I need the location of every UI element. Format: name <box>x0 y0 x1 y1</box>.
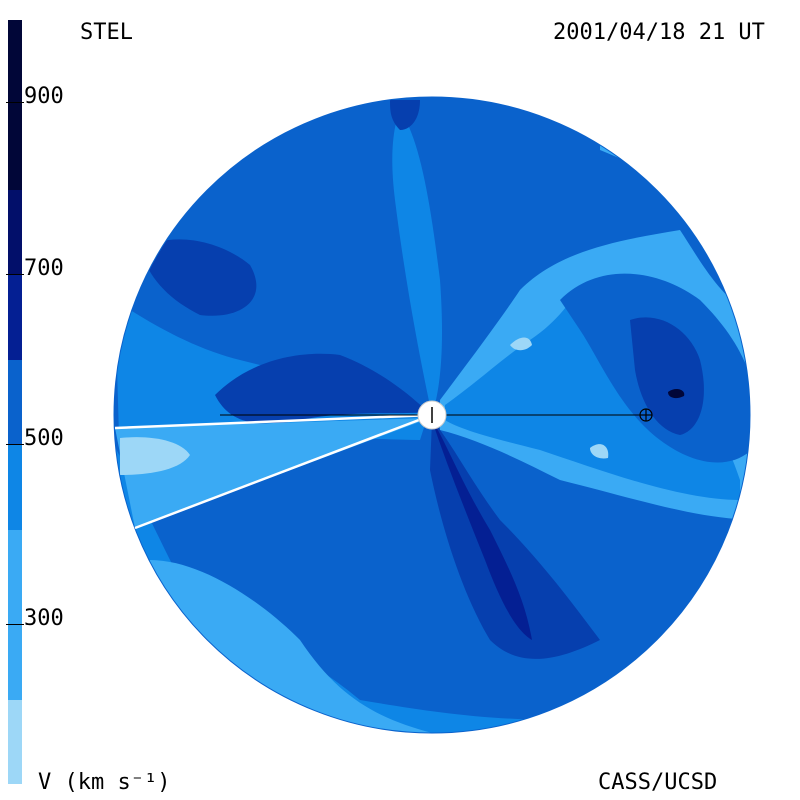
colorbar-band-600 <box>8 275 22 360</box>
map-region-top-dark <box>390 100 420 130</box>
map-region-left-dark <box>140 239 257 316</box>
instrument-label: STEL <box>80 20 133 45</box>
map-region-center-streak <box>430 420 600 659</box>
wedge-edge-upper <box>114 413 433 430</box>
unit-label: V (km s⁻¹) <box>38 770 171 795</box>
timestamp-label: 2001/04/18 21 UT <box>553 20 765 45</box>
colorbar-band-700 <box>8 190 22 275</box>
colorbar-band-200 <box>8 700 22 784</box>
colorbar-tick-500: 500 <box>6 428 64 450</box>
credit-label: CASS/UCSD <box>598 770 718 795</box>
colorbar-band-400 <box>8 445 22 530</box>
wedge-edge-lower <box>134 413 433 530</box>
map-region-left-wedge-lighter <box>120 437 190 475</box>
map-region-top-light <box>392 110 443 415</box>
colorbar-tick-900: 900 <box>6 86 64 108</box>
map-region-left-inner-dark <box>215 353 428 424</box>
map-region-dark-spot <box>668 389 685 399</box>
map-region-light-blob <box>510 337 532 351</box>
colorbar-tick-300: 300 <box>6 608 64 630</box>
map-region-center-streak-dark <box>432 420 532 640</box>
map-disk-edge <box>113 96 751 734</box>
map-region-right-mid <box>445 290 740 500</box>
velocity-colorbar <box>8 20 22 784</box>
colorbar-band-500 <box>8 360 22 445</box>
colorbar-band-300 <box>8 530 22 700</box>
map-region-right-darker <box>630 317 704 435</box>
map-region-light-blob-2 <box>590 444 609 459</box>
colorbar-band-800 <box>8 20 22 190</box>
colorbar-tick-700: 700 <box>6 258 64 280</box>
